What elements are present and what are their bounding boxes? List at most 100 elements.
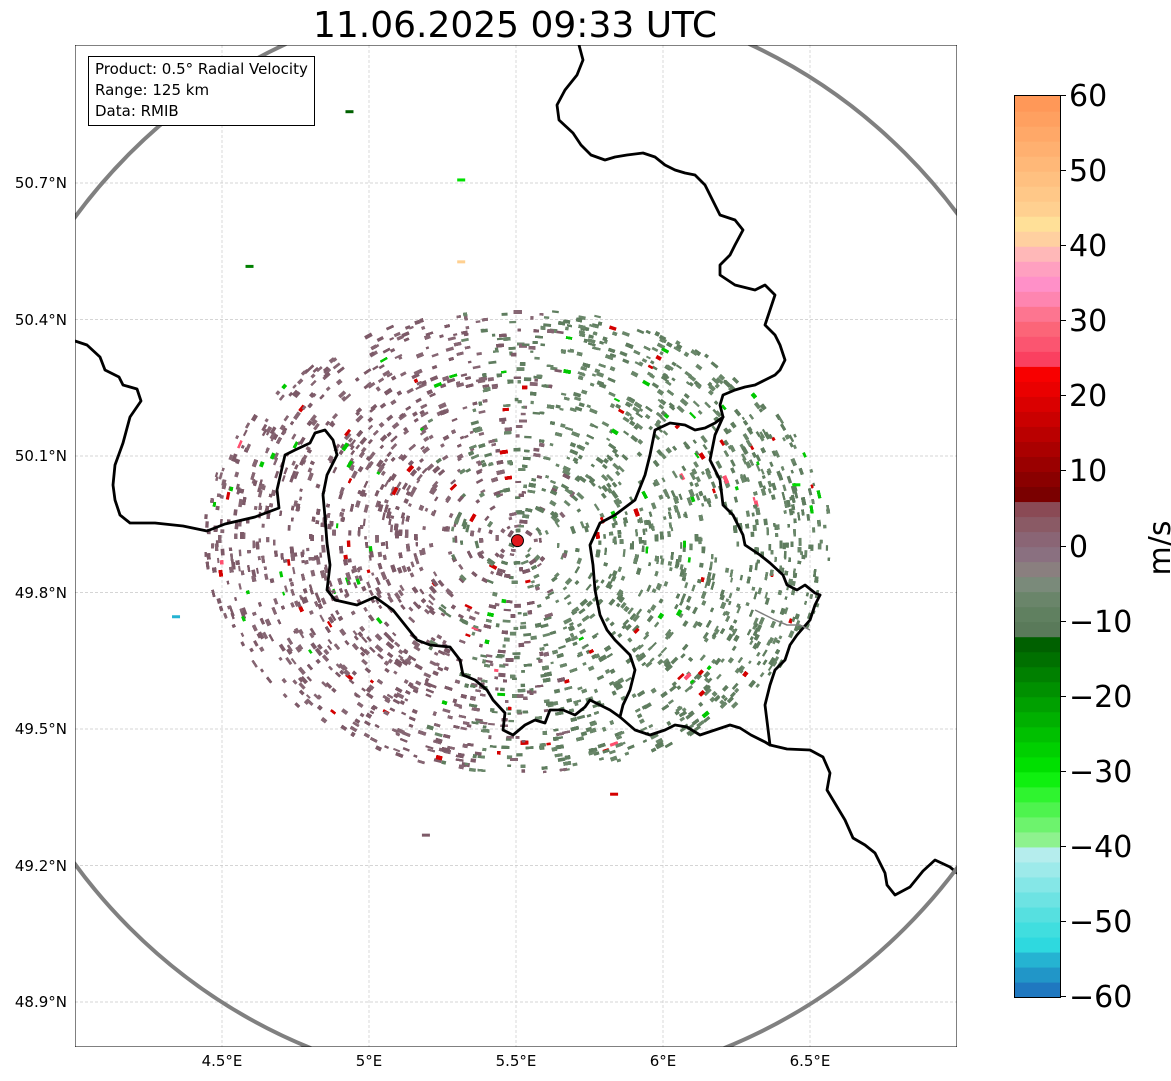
echo-gate <box>364 536 367 540</box>
echo-gate <box>757 480 764 488</box>
echo-gate <box>298 682 306 690</box>
echo-gate <box>253 640 259 647</box>
echo-gate <box>363 504 369 513</box>
echo-gate <box>497 692 506 697</box>
echo-gate <box>420 445 425 451</box>
echo-gate <box>398 412 407 421</box>
echo-gate <box>419 458 425 464</box>
echo-gate <box>411 708 418 715</box>
echo-gate <box>533 447 540 452</box>
echo-gate <box>395 487 402 496</box>
echo-gate <box>411 372 420 380</box>
echo-gate <box>802 451 807 458</box>
echo-gate <box>326 644 333 651</box>
echo-gate <box>362 518 366 527</box>
echo-gate <box>355 444 361 450</box>
echo-gate <box>671 470 678 479</box>
echo-gate <box>542 632 551 638</box>
echo-gate <box>585 600 593 608</box>
echo-gate <box>502 619 511 623</box>
echo-gate <box>622 548 626 557</box>
echo-gate <box>471 626 479 631</box>
echo-gate <box>536 562 542 568</box>
echo-gate <box>419 430 427 436</box>
echo-gate <box>393 747 401 753</box>
echo-gate <box>361 658 368 666</box>
echo-gate <box>251 569 257 578</box>
echo-gate <box>433 758 442 764</box>
echo-gate <box>514 397 519 402</box>
echo-gate <box>489 662 494 667</box>
echo-gate <box>509 631 517 636</box>
echo-gate <box>622 619 630 627</box>
echo-gate <box>437 579 445 587</box>
echo-gate <box>255 567 259 574</box>
echo-gate <box>428 434 434 440</box>
radar-map[interactable] <box>75 45 957 1047</box>
echo-gate <box>734 486 739 491</box>
echo-gate <box>597 485 602 490</box>
echo-gate <box>301 559 305 564</box>
echo-gate <box>745 510 751 517</box>
echo-gate <box>679 564 684 571</box>
echo-gate <box>805 592 810 597</box>
echo-gate <box>309 627 317 636</box>
echo-gate <box>457 495 464 503</box>
echo-gate <box>347 437 354 443</box>
map-canvas[interactable] <box>75 45 957 1047</box>
echo-gate <box>330 422 336 428</box>
echo-gate <box>636 713 643 719</box>
echo-gate <box>475 478 484 484</box>
echo-gate <box>516 709 522 714</box>
echo-gate <box>576 508 582 513</box>
echo-gate <box>566 594 571 599</box>
echo-gate <box>613 397 621 403</box>
echo-gate <box>440 612 446 617</box>
echo-gate <box>219 494 224 499</box>
echo-gate <box>623 521 627 527</box>
echo-gate <box>305 694 311 699</box>
echo-gate <box>450 526 455 532</box>
echo-gate <box>689 543 693 551</box>
echo-gate <box>470 758 477 763</box>
echo-gate <box>530 316 534 320</box>
echo-gate <box>288 577 293 582</box>
echo-gate <box>285 656 293 666</box>
echo-gate <box>372 365 379 371</box>
echo-gate <box>377 551 383 558</box>
echo-gate <box>472 656 478 661</box>
echo-gate <box>546 588 554 594</box>
echo-gate <box>235 458 241 465</box>
echo-gate <box>310 642 318 650</box>
echo-gate <box>467 360 472 364</box>
echo-gate <box>719 439 726 447</box>
echo-gate <box>763 518 768 526</box>
echo-gate <box>782 484 787 492</box>
echo-gate <box>238 549 242 557</box>
echo-gate <box>287 525 291 531</box>
echo-gate <box>741 416 746 421</box>
echo-gate <box>782 542 786 550</box>
echo-gate <box>261 631 269 640</box>
echo-gate <box>639 507 644 512</box>
echo-gate <box>395 692 405 700</box>
echo-gate <box>632 614 640 623</box>
echo-gate <box>576 491 585 500</box>
echo-gate <box>617 632 623 638</box>
echo-gate <box>657 398 665 405</box>
echo-gate <box>650 604 657 612</box>
echo-gate <box>360 636 368 644</box>
echo-gate <box>489 505 496 511</box>
echo-gate <box>786 586 789 591</box>
echo-gate <box>478 409 486 415</box>
echo-gate <box>480 654 488 658</box>
echo-gate <box>475 498 481 504</box>
echo-gate <box>216 597 222 604</box>
echo-gate <box>647 646 653 651</box>
echo-gate <box>335 663 342 669</box>
echo-gate <box>499 664 506 668</box>
echo-gate <box>754 623 759 628</box>
echo-gate <box>278 643 286 652</box>
echo-gate <box>480 489 486 494</box>
echo-gate <box>441 760 447 765</box>
